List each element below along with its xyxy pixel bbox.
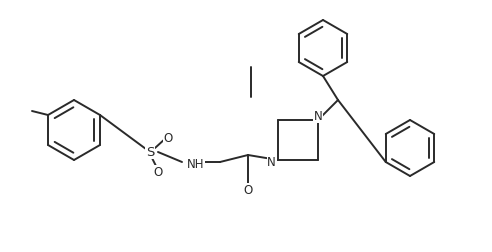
Text: O: O [244,183,252,197]
Text: N: N [313,110,322,122]
Text: O: O [154,166,163,178]
Text: N: N [267,155,276,169]
Text: NH: NH [187,159,205,172]
Text: S: S [146,145,154,159]
Text: O: O [163,132,173,144]
